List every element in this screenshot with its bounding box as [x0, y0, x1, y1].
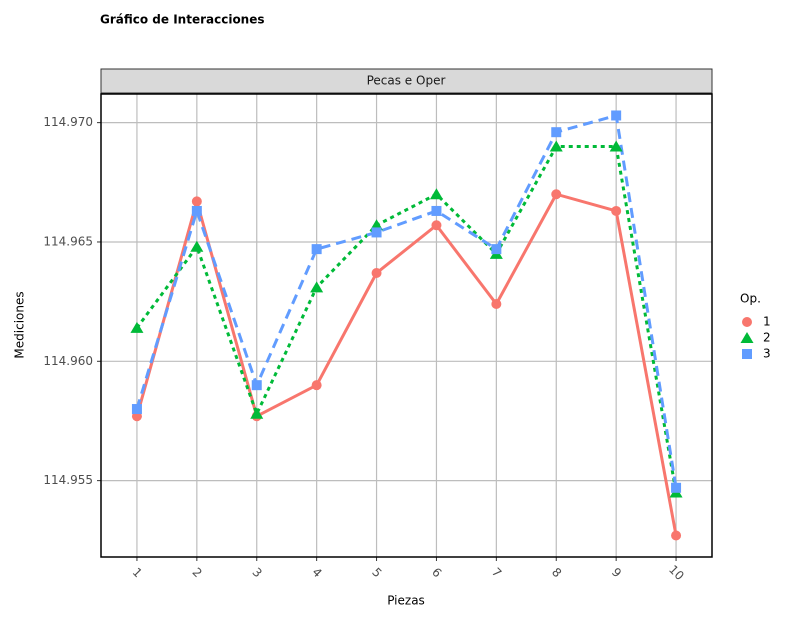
marker: [431, 205, 442, 216]
marker: [131, 404, 142, 415]
series-line: [135, 145, 678, 493]
x-tick-label: 2: [190, 565, 205, 580]
marker: [671, 482, 682, 493]
x-tick-label: 6: [429, 565, 444, 580]
legend-label: 1: [763, 315, 771, 329]
facet-strip: [100, 68, 713, 94]
marker: [551, 127, 562, 138]
marker: [130, 321, 144, 333]
x-tick-label: 1: [130, 565, 145, 580]
legend-item: 1: [742, 315, 771, 329]
marker: [371, 227, 382, 238]
marker: [742, 349, 752, 359]
marker: [310, 281, 324, 293]
marker: [191, 205, 202, 216]
x-tick-label: 10: [666, 562, 687, 583]
legend-item: 2: [740, 331, 771, 345]
marker: [611, 110, 622, 121]
marker: [311, 380, 322, 391]
marker: [671, 530, 682, 541]
series-line: [135, 113, 678, 489]
x-tick-label: 5: [369, 565, 384, 580]
marker: [191, 196, 202, 207]
y-tick-label: 114.965: [43, 234, 93, 248]
marker: [491, 244, 502, 255]
marker: [251, 380, 262, 391]
series-line: [135, 192, 678, 536]
panel-border: [100, 93, 713, 558]
y-tick-label: 114.955: [43, 473, 93, 487]
marker: [429, 188, 443, 200]
marker: [250, 407, 264, 419]
x-axis-label: Piezas: [387, 594, 425, 608]
marker: [491, 299, 502, 310]
marker: [311, 244, 322, 255]
legend-label: 3: [763, 347, 771, 361]
marker: [431, 220, 442, 231]
x-tick-label: 9: [609, 565, 624, 580]
legend-title: Op.: [740, 292, 761, 306]
marker: [190, 240, 204, 252]
facet-label: Pecas e Oper: [367, 74, 446, 88]
marker: [740, 332, 754, 343]
y-axis-label: Mediciones: [13, 291, 27, 358]
x-tick-label: 8: [549, 565, 564, 580]
marker: [371, 267, 382, 278]
marker: [742, 317, 752, 327]
y-tick-label: 114.960: [43, 354, 93, 368]
x-tick-label: 4: [309, 565, 324, 580]
marker: [549, 140, 563, 152]
y-tick-label: 114.970: [43, 115, 93, 129]
marker: [609, 140, 623, 152]
marker: [611, 205, 622, 216]
legend-item: 3: [742, 347, 771, 361]
x-tick-label: 3: [249, 565, 264, 580]
chart-title: Gráfico de Interacciones: [100, 13, 265, 27]
marker: [551, 189, 562, 200]
legend-label: 2: [763, 331, 771, 345]
x-tick-label: 7: [489, 565, 504, 580]
